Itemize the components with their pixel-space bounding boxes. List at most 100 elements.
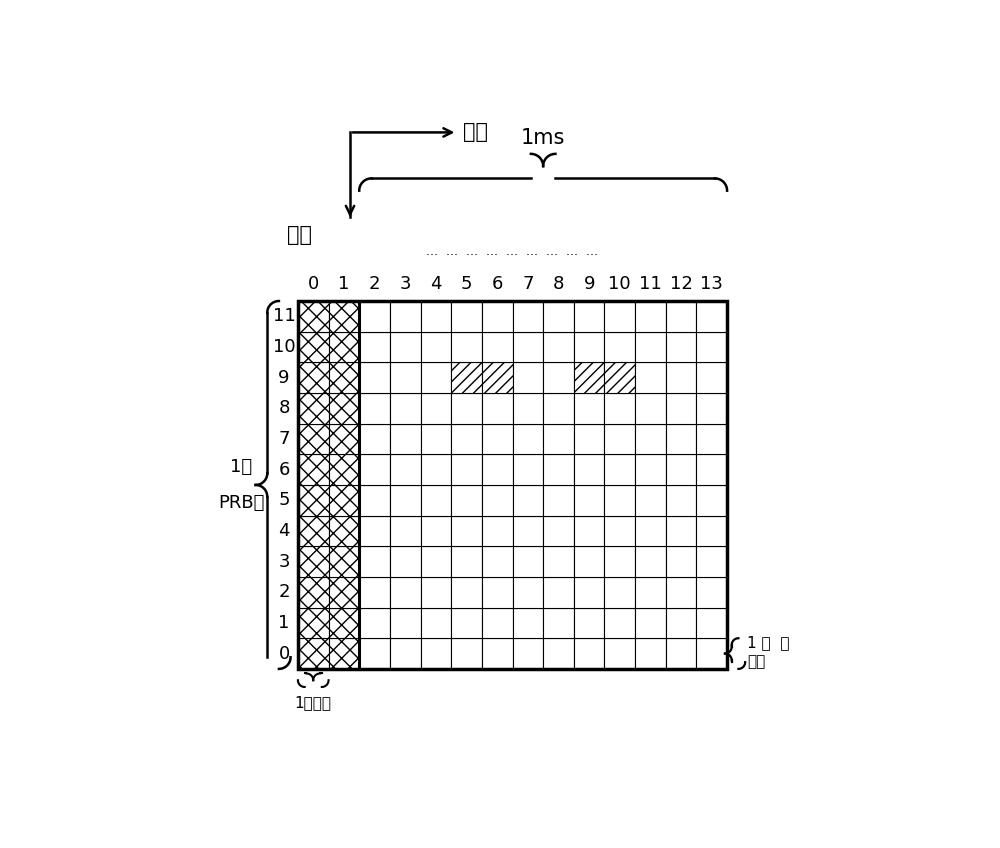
Bar <box>574 546 604 577</box>
Bar <box>421 332 451 362</box>
Bar <box>574 332 604 362</box>
Bar <box>298 332 329 362</box>
Bar <box>298 301 329 332</box>
Bar <box>390 332 421 362</box>
Bar <box>696 607 727 639</box>
Bar <box>298 393 329 424</box>
Bar <box>666 485 696 516</box>
Bar <box>696 485 727 516</box>
Text: 1: 1 <box>338 275 350 293</box>
Bar <box>451 607 482 639</box>
Bar <box>482 485 512 516</box>
Text: 5: 5 <box>461 275 472 293</box>
Bar <box>604 516 635 546</box>
Bar <box>666 424 696 455</box>
Bar <box>512 424 543 455</box>
Bar <box>666 332 696 362</box>
Bar <box>329 424 359 455</box>
Bar <box>696 301 727 332</box>
Bar <box>390 362 421 393</box>
Bar <box>635 393 666 424</box>
Bar <box>359 485 390 516</box>
Bar <box>359 393 390 424</box>
Bar <box>574 455 604 485</box>
Bar <box>482 639 512 669</box>
Bar <box>329 577 359 607</box>
Text: 8: 8 <box>553 275 564 293</box>
Bar <box>451 546 482 577</box>
Bar <box>543 455 574 485</box>
Text: 1: 1 <box>278 614 290 632</box>
Bar <box>329 485 359 516</box>
Bar <box>543 516 574 546</box>
Bar <box>666 516 696 546</box>
Bar <box>604 577 635 607</box>
Bar <box>604 639 635 669</box>
Bar <box>390 516 421 546</box>
Bar <box>359 424 390 455</box>
Bar <box>359 546 390 577</box>
Bar <box>329 455 359 485</box>
Text: 6: 6 <box>278 460 290 478</box>
Bar <box>543 301 574 332</box>
Bar <box>696 393 727 424</box>
Bar <box>604 607 635 639</box>
Bar <box>451 424 482 455</box>
Bar <box>666 301 696 332</box>
Bar <box>482 607 512 639</box>
Text: 2: 2 <box>278 583 290 601</box>
Bar <box>696 424 727 455</box>
Bar <box>421 516 451 546</box>
Bar <box>635 607 666 639</box>
Text: 4: 4 <box>278 522 290 540</box>
Bar <box>574 393 604 424</box>
Bar <box>451 516 482 546</box>
Bar <box>512 639 543 669</box>
Bar <box>390 455 421 485</box>
Text: 13: 13 <box>700 275 723 293</box>
Bar <box>359 301 390 332</box>
Text: 9: 9 <box>583 275 595 293</box>
Text: 0: 0 <box>308 275 319 293</box>
Bar <box>298 577 329 607</box>
Bar <box>482 393 512 424</box>
Text: 11: 11 <box>639 275 662 293</box>
Text: 9: 9 <box>278 369 290 387</box>
Text: 5: 5 <box>278 491 290 510</box>
Bar <box>482 455 512 485</box>
Bar <box>696 577 727 607</box>
Text: 10: 10 <box>608 275 631 293</box>
Bar <box>482 577 512 607</box>
Text: 12: 12 <box>670 275 693 293</box>
Text: 7: 7 <box>522 275 534 293</box>
Bar <box>421 485 451 516</box>
Bar <box>666 607 696 639</box>
Text: 6: 6 <box>491 275 503 293</box>
Bar <box>390 424 421 455</box>
Bar <box>359 362 390 393</box>
Bar <box>574 362 604 393</box>
Bar <box>512 485 543 516</box>
Bar <box>635 577 666 607</box>
Bar <box>359 455 390 485</box>
Bar <box>543 362 574 393</box>
Bar <box>390 577 421 607</box>
Bar <box>390 546 421 577</box>
Bar <box>543 424 574 455</box>
Text: 0: 0 <box>278 644 290 662</box>
Bar <box>512 516 543 546</box>
Bar <box>421 639 451 669</box>
Bar <box>421 455 451 485</box>
Bar <box>666 577 696 607</box>
Bar <box>482 424 512 455</box>
Bar <box>421 607 451 639</box>
Bar <box>482 546 512 577</box>
Bar <box>574 485 604 516</box>
Bar <box>329 639 359 669</box>
Bar <box>390 393 421 424</box>
Bar <box>635 639 666 669</box>
Bar <box>329 362 359 393</box>
Bar <box>482 516 512 546</box>
Bar <box>451 301 482 332</box>
Bar <box>543 393 574 424</box>
